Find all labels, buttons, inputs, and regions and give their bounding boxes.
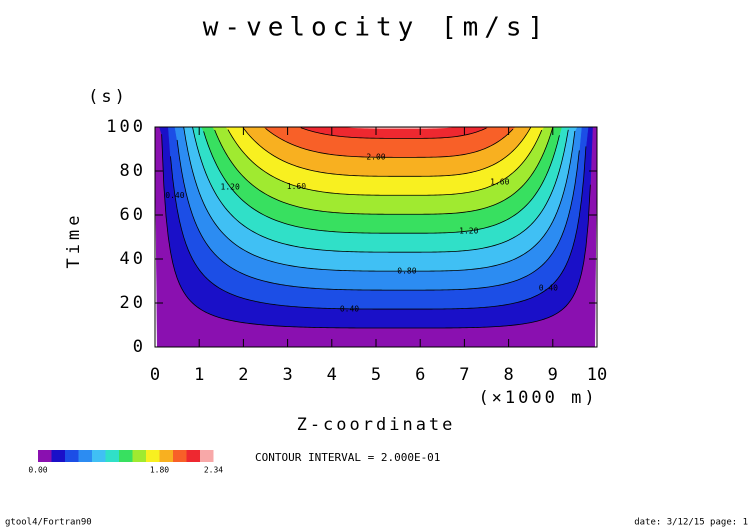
y-tick-label: 80 <box>120 161 146 181</box>
annotation: CONTOUR INTERVAL = 2.000E-01 <box>255 451 440 464</box>
x-tick-label: 1 <box>194 365 204 385</box>
colorbar-box <box>132 450 146 462</box>
colorbar-box <box>92 450 106 462</box>
colorbar-box <box>159 450 173 462</box>
contour-line <box>243 127 532 177</box>
contour-label: 0.40 <box>165 191 184 200</box>
colorbar-tick-label: 2.34 <box>204 466 223 475</box>
colorbar-box <box>200 450 214 462</box>
y-unit: (s) <box>88 87 128 107</box>
colorbar-box <box>65 450 79 462</box>
y-label: Time <box>64 212 84 269</box>
colorbar-box <box>105 450 119 462</box>
contour-line <box>300 127 487 139</box>
colorbar-box <box>173 450 187 462</box>
colorbar-tick-label: 1.80 <box>150 466 169 475</box>
y-tick-label: 40 <box>120 249 146 269</box>
x-label: Z-coordinate <box>297 415 456 435</box>
x-tick-label: 8 <box>503 365 513 385</box>
contour-line <box>192 127 569 253</box>
x-tick-label: 9 <box>548 365 558 385</box>
y-tick-label: 100 <box>106 117 146 137</box>
contour-label: 1.60 <box>490 177 509 186</box>
contour-label: 1.20 <box>459 226 478 235</box>
contour-label: 0.40 <box>539 284 558 293</box>
y-tick-label: 0 <box>133 337 146 357</box>
contour-label: 0.80 <box>397 267 416 276</box>
contour-line <box>214 127 554 215</box>
x-tick-label: 5 <box>371 365 381 385</box>
contour-label: 0.40 <box>340 304 359 313</box>
contour-line <box>161 134 591 329</box>
x-tick-label: 4 <box>327 365 337 385</box>
colorbar-box <box>38 450 52 462</box>
x-tick-label: 6 <box>415 365 425 385</box>
contour-line <box>176 139 580 291</box>
contour-label: 1.20 <box>221 182 240 191</box>
contour-line <box>227 129 543 196</box>
colorbar-box <box>146 450 160 462</box>
footer-right: date: 3/12/15 page: 1 <box>634 518 748 528</box>
colorbar-box <box>78 450 92 462</box>
x-unit: (×1000 m) <box>478 388 597 408</box>
y-tick-label: 20 <box>120 293 146 313</box>
colorbar-box <box>119 450 133 462</box>
x-tick-label: 0 <box>150 365 160 385</box>
footer-left: gtool4/Fortran90 <box>5 518 92 528</box>
contour-label: 2.00 <box>366 153 385 162</box>
y-tick-label: 60 <box>120 205 146 225</box>
contour-line <box>203 131 560 234</box>
contour-line <box>265 128 514 158</box>
colorbar-tick-label: 0.00 <box>28 466 47 475</box>
x-tick-label: 3 <box>282 365 292 385</box>
x-tick-label: 10 <box>587 365 607 385</box>
contour-line <box>183 127 576 272</box>
x-tick-label: 2 <box>238 365 248 385</box>
chart-title: w-velocity [m/s] <box>203 13 549 43</box>
colorbar-box <box>186 450 200 462</box>
contour-line <box>170 146 587 310</box>
colorbar-box <box>51 450 65 462</box>
contour-label: 1.60 <box>287 182 306 191</box>
x-tick-label: 7 <box>459 365 469 385</box>
